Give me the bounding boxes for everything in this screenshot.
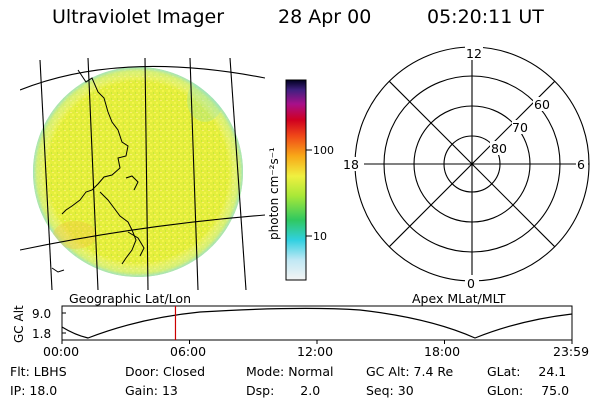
polar-labels: 12 18 6 0 60 70 80	[342, 46, 588, 291]
mlt-label-0: 0	[467, 276, 475, 291]
observation-time: 05:20:11 UT	[427, 6, 544, 28]
mlt-label-18: 18	[343, 157, 359, 172]
info-dsp: Dsp: 2.0	[246, 383, 321, 398]
colorbar: 100 10 photon cm⁻²s⁻¹	[267, 79, 334, 281]
mlat-label-70: 70	[512, 120, 528, 135]
info-gain: Gain: 13	[125, 383, 178, 398]
info-seq: Seq: 30	[366, 383, 414, 398]
colorbar-tick-100: 100	[313, 144, 334, 157]
info-door: Door: Closed	[125, 364, 206, 379]
uv-image-panel	[20, 57, 265, 290]
coastline	[51, 69, 145, 273]
geo-parallels	[20, 65, 265, 251]
colorbar-unit-label: photon cm⁻²s⁻¹	[267, 147, 281, 240]
app-title: Ultraviolet Imager	[52, 6, 225, 28]
info-glat: GLat: 24.1	[487, 364, 567, 379]
time-tick-1200: 12:00	[297, 344, 333, 359]
time-tick-2359: 23:59	[553, 344, 589, 359]
altitude-curve	[61, 307, 573, 339]
info-gc-alt: GC Alt: 7.4 Re	[366, 364, 454, 379]
colorbar-tick-10: 10	[313, 230, 327, 243]
geo-meridians	[39, 57, 247, 290]
mlat-label-80: 80	[491, 141, 507, 156]
alt-axis-label: GC Alt	[12, 305, 26, 343]
info-glon: GLon: 75.0	[487, 383, 570, 398]
time-tick-1800: 18:00	[424, 344, 460, 359]
image-caption: Geographic Lat/Lon	[69, 291, 191, 306]
mlat-label-60: 60	[534, 97, 550, 112]
observation-date: 28 Apr 00	[278, 6, 372, 28]
earth-disk	[33, 67, 243, 277]
info-mode: Mode: Normal	[246, 364, 334, 379]
mlt-label-12: 12	[466, 46, 482, 61]
time-tick-0000: 00:00	[43, 344, 79, 359]
alt-tick-9: 9.0	[32, 307, 51, 321]
polar-caption: Apex MLat/MLT	[412, 291, 506, 306]
info-ip: IP: 18.0	[10, 383, 58, 398]
time-tick-0600: 06:00	[170, 344, 206, 359]
altitude-strip: 9.0 1.8 GC Alt 00:00 06:00 12:00 18:00 2…	[12, 305, 589, 359]
info-flt: Flt: LBHS	[10, 364, 67, 379]
mlt-label-6: 6	[577, 157, 585, 172]
alt-tick-1-8: 1.8	[32, 327, 51, 341]
polar-grid	[354, 46, 590, 282]
